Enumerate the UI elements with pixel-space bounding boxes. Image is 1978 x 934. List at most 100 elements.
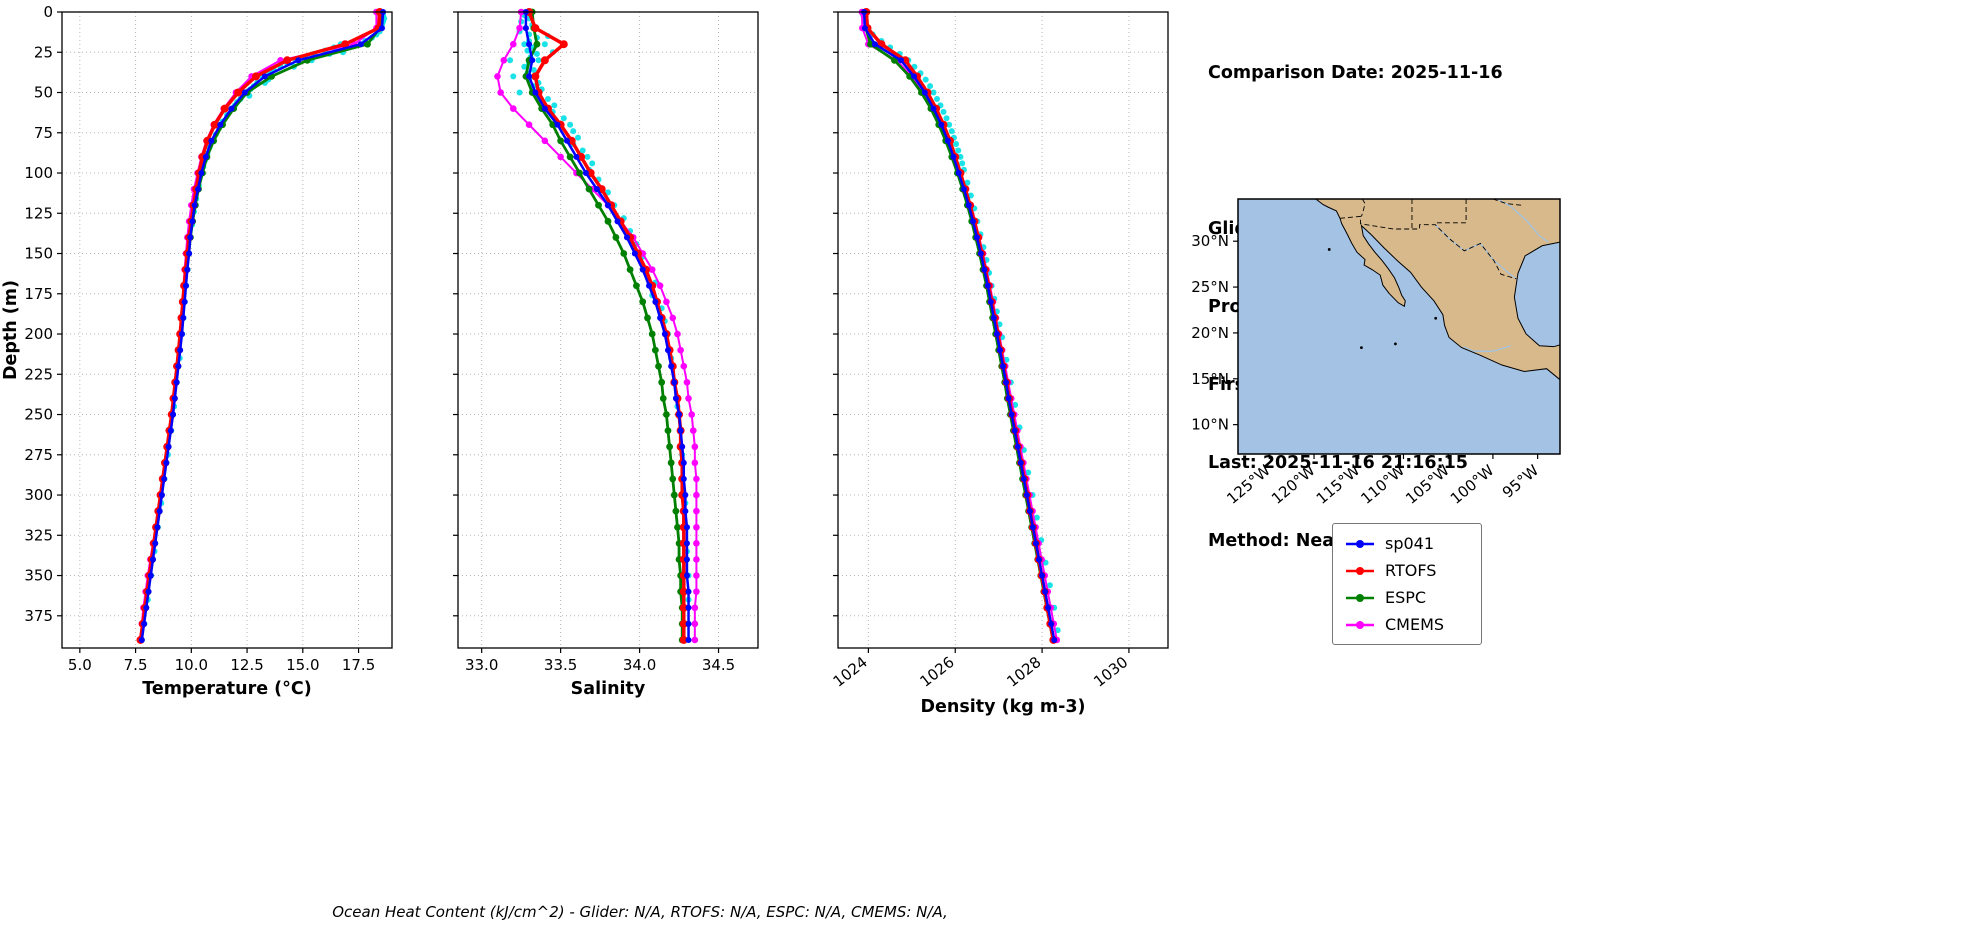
comparison-date-text: Comparison Date: 2025-11-16 [1208, 63, 1503, 83]
x-axis: 33.0 33.5 34.0 34.5 [465, 648, 735, 674]
map-y-axis: 10°N 15°N 20°N 25°N 30°N [1191, 232, 1238, 434]
map-x-tick-label: 120°W [1268, 461, 1319, 508]
y-tick-label: 375 [24, 607, 53, 625]
plot-frame [837, 11, 1169, 649]
series-ESPC [861, 8, 1057, 644]
map-y-tick-label: 15°N [1191, 370, 1229, 388]
map-x-tick-label: 110°W [1357, 461, 1408, 508]
map-island [1434, 316, 1438, 320]
map-island [1360, 346, 1363, 349]
x-axis: 1024 1026 1028 1030 [830, 648, 1131, 691]
x-tick-label: 34.0 [623, 656, 656, 674]
legend-label: ESPC [1385, 588, 1427, 607]
legend-label: CMEMS [1385, 615, 1445, 634]
series-CMEMS [137, 8, 380, 644]
y-tick-label: 275 [24, 446, 53, 464]
map-frame [1237, 198, 1561, 455]
y-tick-label: 100 [24, 164, 53, 182]
map-river [1497, 199, 1549, 243]
legend-item-cmems: CMEMS [1343, 611, 1471, 638]
plot-frame [457, 11, 759, 649]
y-axis: 0 25 50 75 100 125 150 175 200 225 250 275 300 325 350… [24, 3, 62, 625]
series-sp041 [522, 9, 692, 643]
x-tick-label: 34.5 [702, 656, 735, 674]
y-axis [453, 11, 458, 617]
map-river [1463, 345, 1511, 352]
map-border [1339, 215, 1517, 280]
y-tick-label: 0 [43, 3, 53, 21]
map-y-tick-label: 10°N [1191, 416, 1229, 434]
legend-label: RTOFS [1385, 561, 1437, 580]
legend-line-icon [1346, 566, 1374, 575]
y-tick-label: 50 [34, 84, 53, 102]
x-tick-label: 15.0 [286, 656, 319, 674]
grid [838, 11, 1168, 648]
map-land-group [1314, 199, 1560, 381]
map-x-tick-label: 125°W [1223, 461, 1274, 508]
legend-item-espc: ESPC [1343, 584, 1471, 611]
y-axis [833, 11, 838, 617]
grid [458, 11, 758, 648]
x-axis: 5.0 7.5 10.0 12.5 15.0 17.5 [68, 648, 375, 674]
x-tick-label: 12.5 [230, 656, 263, 674]
map-y-tick-label: 30°N [1191, 232, 1229, 250]
x-tick-label: 17.5 [342, 656, 375, 674]
x-tick-label: 1028 [1003, 653, 1044, 691]
y-tick-label: 225 [24, 365, 53, 383]
map-land [1314, 199, 1560, 381]
x-axis-label: Salinity [571, 679, 646, 699]
y-tick-label: 350 [24, 567, 53, 585]
x-tick-label: 1030 [1090, 653, 1131, 691]
legend-line-icon [1346, 620, 1374, 629]
y-tick-label: 175 [24, 285, 53, 303]
x-tick-label: 7.5 [124, 656, 148, 674]
y-axis-label: Depth (m) [1, 280, 21, 380]
legend-item-sp041: sp041 [1343, 530, 1471, 557]
legend-label: sp041 [1385, 534, 1435, 553]
legend: sp041 RTOFS ESPC CMEMS [1332, 523, 1482, 645]
map-border [1492, 199, 1524, 206]
y-tick-label: 125 [24, 204, 53, 222]
legend-line-icon [1346, 593, 1374, 602]
series-CMEMS [494, 8, 700, 644]
legend-item-rtofs: RTOFS [1343, 557, 1471, 584]
x-axis-label: Density (kg m-3) [920, 697, 1085, 717]
y-tick-label: 25 [34, 43, 53, 61]
y-tick-label: 325 [24, 526, 53, 544]
x-tick-label: 1024 [830, 653, 871, 691]
map-y-tick-label: 25°N [1191, 278, 1229, 296]
map-island [1394, 342, 1397, 346]
map-y-tick-label: 20°N [1191, 324, 1229, 342]
series-CMEMS [858, 8, 1061, 644]
x-axis-label: Temperature (°C) [142, 679, 312, 699]
x-tick-label: 1026 [917, 653, 958, 691]
x-tick-label: 33.5 [544, 656, 577, 674]
x-tick-label: 10.0 [175, 656, 208, 674]
glider-observations-scatter [860, 12, 1061, 634]
x-tick-label: 5.0 [68, 656, 92, 674]
x-tick-label: 33.0 [465, 656, 498, 674]
map-border [1361, 199, 1366, 217]
series-sp041 [138, 9, 387, 643]
salinity-profile-chart: 33.0 33.5 34.0 34.5 Salinity [453, 8, 759, 699]
series-RTOFS [136, 8, 384, 644]
series-RTOFS [862, 8, 1058, 644]
last-time-text: Last: 2025-11-16 21:16:15 [1208, 453, 1468, 473]
y-tick-label: 75 [34, 124, 53, 142]
legend-line-icon [1346, 539, 1374, 548]
map-x-tick-label: 115°W [1313, 461, 1364, 508]
ocean-heat-content-note: Ocean Heat Content (kJ/cm^2) - Glider: N… [332, 903, 948, 921]
y-tick-label: 300 [24, 486, 53, 504]
y-tick-label: 250 [24, 406, 53, 424]
y-tick-label: 150 [24, 245, 53, 263]
plot-frame [61, 11, 393, 649]
map-x-tick-label: 95°W [1499, 461, 1542, 502]
map-island [1327, 248, 1331, 251]
series-ESPC [137, 8, 385, 644]
temperature-profile-chart: 5.0 7.5 10.0 12.5 15.0 17.5 0 25 50 75 100 125 150 17… [1, 3, 393, 699]
y-tick-label: 200 [24, 325, 53, 343]
